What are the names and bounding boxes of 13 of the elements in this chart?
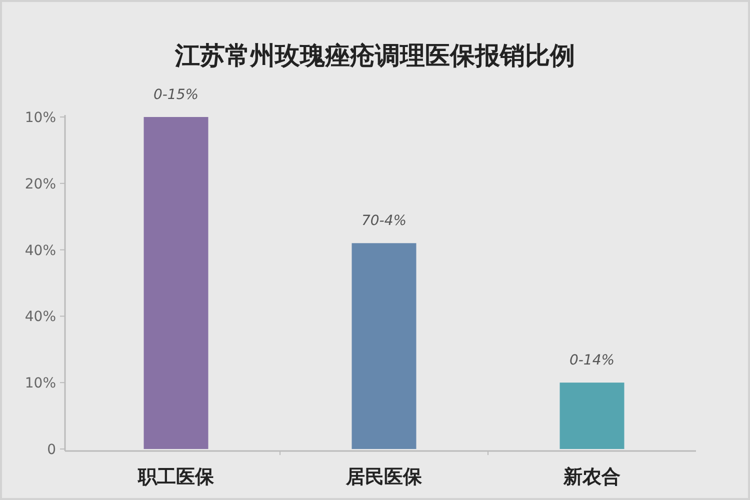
x-tick-label: 职工医保 <box>137 466 215 488</box>
text: 20% <box>24 176 56 192</box>
annotation: 0-15% <box>153 87 199 103</box>
text: 40% <box>24 309 56 326</box>
text: 10% <box>24 110 56 126</box>
text: 40% <box>24 242 56 259</box>
x-tick-label: 居民医保 <box>345 466 423 488</box>
text: 10% <box>24 376 56 392</box>
chart-title: 江苏常州玫瑰痤疮调理医保报销比例 <box>174 41 575 70</box>
x-tick-label: 新农合 <box>562 466 620 488</box>
text: 0 <box>47 442 56 458</box>
annotation: 0-14% <box>569 352 615 369</box>
annotation: 70-4% <box>361 213 407 230</box>
